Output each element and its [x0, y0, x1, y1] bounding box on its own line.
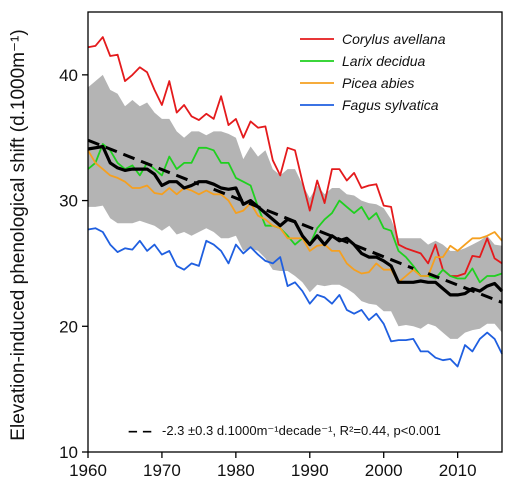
trend-segment-3	[427, 272, 503, 304]
series-line-larix-decidua	[87, 143, 503, 284]
legend-label: Larix decidua	[342, 53, 425, 69]
y-axis-title: Elevation-induced phenological shift (d.…	[8, 29, 29, 440]
x-tick-label: 2000	[365, 461, 403, 480]
series-line-fagus-sylvatica	[87, 227, 503, 368]
series-line-picea-abies	[87, 149, 503, 284]
ci-band-layer	[88, 74, 502, 339]
trend-segment-2	[213, 187, 414, 270]
x-tick-label: 1970	[143, 461, 181, 480]
legend-label: Fagus sylvatica	[342, 97, 439, 113]
ci-band	[88, 74, 502, 339]
plot-frame	[87, 11, 503, 453]
annotation: – – -2.3 ±0.3 d.1000m⁻¹decade⁻¹, R²=0.44…	[128, 421, 441, 440]
y-tick-label: 20	[59, 317, 78, 336]
trend-segment-1	[87, 138, 200, 186]
legend-label: Corylus avellana	[342, 31, 446, 47]
annotation-dash: – –	[128, 421, 152, 440]
series-line-corylus-avellana	[87, 36, 503, 277]
legend: Corylus avellana Larix decidua Picea abies…	[300, 31, 446, 113]
annotation-text: -2.3 ±0.3 d.1000m⁻¹decade⁻¹, R²=0.44, p<…	[162, 423, 441, 438]
trend-layer	[87, 138, 503, 304]
x-tick-label: 1960	[69, 461, 107, 480]
y-tick-label: 30	[59, 192, 78, 211]
x-tick-label: 1980	[217, 461, 255, 480]
legend-label: Picea abies	[342, 75, 414, 91]
y-tick-label: 10	[59, 443, 78, 462]
x-tick-label: 2010	[439, 461, 477, 480]
y-tick-label: 40	[59, 66, 78, 85]
x-tick-label: 1990	[291, 461, 329, 480]
